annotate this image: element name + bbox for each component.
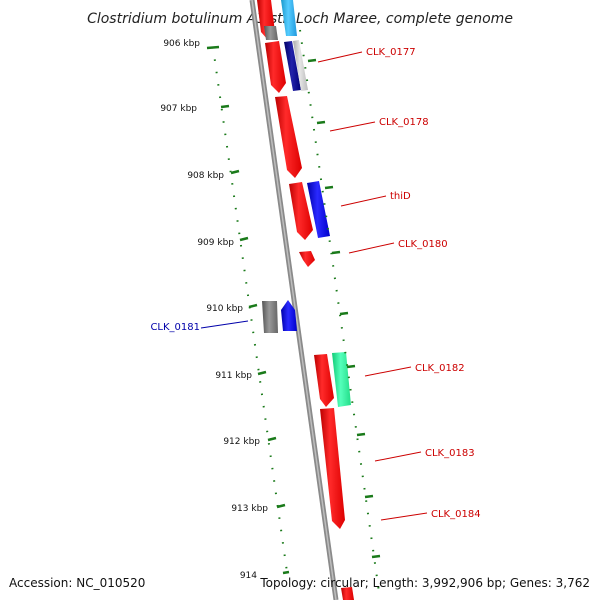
kbp-tick-label: 911 kbp <box>215 371 252 381</box>
gene-leader-line <box>200 320 249 329</box>
gene-clk0177-navy <box>284 41 301 91</box>
kbp-tick-mark <box>248 303 258 309</box>
genome-summary-text: Topology: circular; Length: 3,992,906 bp… <box>260 576 590 590</box>
kbp-ticks: 906 kbp 907 kbp 908 kbp 909 kbp 910 kbp 911 k… <box>160 39 381 581</box>
gene-label[interactable]: CLK_0184 <box>431 509 481 520</box>
gene-label[interactable]: CLK_0181 <box>150 322 200 333</box>
kbp-tick-mark <box>276 503 286 509</box>
gene-clk0181-gray <box>262 301 278 333</box>
kbp-tick-mark <box>230 169 240 175</box>
track-tick-mark <box>364 494 374 499</box>
kbp-tick-mark <box>220 104 230 109</box>
gene-clk0177-red <box>265 41 286 93</box>
gene-labels: CLK_0177 CLK_0178 thiD CLK_0180 CLK_0181 CLK_… <box>150 47 481 521</box>
kbp-tick-mark <box>257 370 267 376</box>
gene-partial-top-cyan <box>281 0 297 36</box>
map-title: Clostridium botulinum A3 str. Loch Maree… <box>87 11 513 27</box>
gene-leader-line <box>374 451 422 462</box>
kbp-tick-label: 909 kbp <box>197 238 234 248</box>
gene-clk0182-teal <box>332 352 351 407</box>
gene-label[interactable]: CLK_0178 <box>379 117 429 128</box>
track-tick-mark <box>324 185 334 190</box>
gene-leader-line <box>380 512 428 521</box>
track-tick-mark <box>316 120 326 125</box>
gene-partial-bottom-red <box>341 587 354 600</box>
kbp-tick-label: 910 kbp <box>206 304 243 314</box>
track-tick-mark <box>346 364 356 369</box>
gene-clk0181-blue <box>281 300 297 331</box>
gene-label[interactable]: CLK_0183 <box>425 448 475 459</box>
gene-partial-top-gray <box>264 26 278 40</box>
gene-thid-blue <box>307 181 330 238</box>
gene-label[interactable]: CLK_0182 <box>415 363 465 374</box>
accession-text: Accession: NC_010520 <box>9 576 146 590</box>
genome-backbone-highlight <box>251 0 337 600</box>
kbp-tick-label: 913 kbp <box>231 504 268 514</box>
kbp-tick-label: 914 <box>240 571 257 581</box>
gene-features <box>257 0 354 600</box>
gene-clk0177-light <box>293 40 308 91</box>
kbp-tick-mark <box>282 570 290 575</box>
gene-label[interactable]: thiD <box>390 191 411 202</box>
track-tick-mark <box>307 58 317 63</box>
track-tick-mark <box>339 311 349 316</box>
kbp-tick-label: 906 kbp <box>163 39 200 49</box>
kbp-tick-label: 907 kbp <box>160 104 197 114</box>
gene-clk0184-red <box>320 408 345 529</box>
kbp-tick-label: 908 kbp <box>187 171 224 181</box>
track-tick-mark <box>331 250 341 255</box>
gene-thid-red <box>289 182 313 240</box>
gene-leader-line <box>317 51 363 63</box>
kbp-tick-mark <box>267 436 277 442</box>
track-tick-mark <box>356 432 366 437</box>
gene-leader-line <box>340 195 387 207</box>
gene-clk0182-red <box>314 354 334 407</box>
left-tick-track <box>212 46 288 573</box>
gene-label[interactable]: CLK_0177 <box>366 47 416 58</box>
gene-leader-line <box>348 242 395 254</box>
kbp-tick-label: 912 kbp <box>223 437 260 447</box>
kbp-tick-mark <box>239 236 249 242</box>
gene-leader-line <box>364 366 412 377</box>
gene-label[interactable]: CLK_0180 <box>398 239 448 250</box>
gene-leader-line <box>329 121 376 132</box>
track-tick-mark <box>371 554 381 559</box>
kbp-tick-mark <box>206 45 220 50</box>
gene-clk0180-red <box>299 251 315 267</box>
gene-clk0178-red <box>275 96 302 178</box>
